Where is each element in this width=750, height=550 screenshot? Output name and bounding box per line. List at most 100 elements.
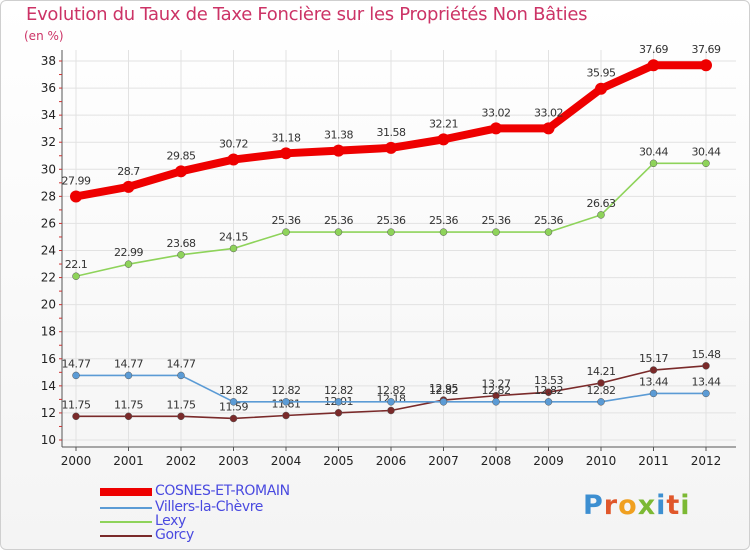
data-point <box>124 412 133 421</box>
data-label: 23.68 <box>167 237 196 250</box>
data-label: 30.72 <box>219 138 248 151</box>
data-point <box>282 398 290 406</box>
data-point <box>72 272 80 280</box>
logo-letter: i <box>656 490 667 521</box>
data-label: 11.75 <box>114 398 143 411</box>
data-point <box>702 159 710 168</box>
data-label: 11.75 <box>167 398 196 411</box>
data-point <box>387 406 395 415</box>
data-label: 13.44 <box>692 375 721 388</box>
legend-swatch <box>100 535 152 537</box>
data-point <box>124 260 133 268</box>
data-label: 37.69 <box>639 43 668 56</box>
data-point <box>229 414 238 423</box>
series-2: 22.1 22.99 23.68 24.15 25.36 25.36 25.36 25.36 2… <box>65 145 721 280</box>
data-label: 13.44 <box>639 375 668 388</box>
data-point <box>124 371 133 380</box>
data-point <box>439 228 448 236</box>
data-point <box>177 412 185 421</box>
data-point <box>70 190 82 203</box>
y-tick-label: 16 <box>41 352 56 366</box>
y-tick-label: 12 <box>41 406 56 420</box>
x-tick-label: 2003 <box>218 454 249 468</box>
x-tick-label: 2006 <box>376 454 407 468</box>
data-point <box>122 180 135 193</box>
y-tick-label: 38 <box>41 54 56 68</box>
data-point <box>72 371 80 380</box>
data-point <box>649 389 658 398</box>
data-point <box>490 122 502 135</box>
data-label: 15.48 <box>692 348 721 361</box>
data-label: 11.59 <box>219 400 248 413</box>
proxiti-logo: Proxiti <box>583 490 691 521</box>
chart-title: Evolution du Taux de Taxe Foncière sur l… <box>26 4 588 25</box>
series-1: 14.77 14.77 14.77 12.82 12.82 12.82 12.82 12.82… <box>62 357 721 406</box>
legend-item-villers: Villers-la-Chèvre <box>100 499 400 516</box>
data-point <box>229 398 238 406</box>
series-3: 11.7511.7511.7511.5911.8112.0112.1812.95… <box>62 348 721 423</box>
data-label: 28.7 <box>117 165 140 178</box>
data-label: 24.15 <box>219 230 248 243</box>
data-point <box>649 159 658 168</box>
data-label: 25.36 <box>272 214 301 227</box>
x-tick-label: 2000 <box>61 454 92 468</box>
data-point <box>437 133 450 146</box>
data-label: 37.69 <box>692 43 721 56</box>
logo-letter: i <box>680 490 691 521</box>
data-point <box>597 211 605 219</box>
x-tick-label: 2012 <box>691 454 722 468</box>
y-unit-label: (en %) <box>24 29 64 43</box>
data-label: 33.02 <box>482 106 511 119</box>
data-point <box>492 228 500 236</box>
data-point <box>387 398 395 406</box>
x-tick-label: 2010 <box>586 454 617 468</box>
data-label: 12.82 <box>272 384 301 397</box>
data-label: 11.75 <box>62 398 91 411</box>
data-point <box>544 388 553 396</box>
legend-swatch <box>100 521 152 523</box>
data-point <box>177 371 185 380</box>
data-point <box>492 398 500 406</box>
data-label: 14.77 <box>62 357 91 370</box>
y-tick-label: 18 <box>41 325 56 339</box>
data-point <box>597 379 605 387</box>
x-tick-label: 2004 <box>271 454 302 468</box>
x-tick-label: 2002 <box>166 454 197 468</box>
data-label: 12.95 <box>429 382 458 395</box>
data-point <box>647 59 660 72</box>
data-point <box>334 228 343 236</box>
data-label: 14.77 <box>167 357 196 370</box>
legend-swatch <box>100 488 152 496</box>
data-point <box>702 389 710 398</box>
x-tick-label: 2009 <box>533 454 564 468</box>
data-label: 25.36 <box>429 214 458 227</box>
data-label: 31.18 <box>272 131 301 144</box>
data-label: 12.82 <box>377 384 406 397</box>
logo-letter: r <box>603 490 619 521</box>
x-tick-label: 2011 <box>638 454 669 468</box>
data-label: 25.36 <box>482 214 511 227</box>
x-tick-label: 2005 <box>323 454 354 468</box>
y-tick-label: 24 <box>41 244 56 258</box>
data-point <box>542 122 555 135</box>
legend-label: COSNES-ET-ROMAIN <box>155 483 290 499</box>
y-tick-label: 28 <box>41 189 56 203</box>
y-tick-label: 36 <box>41 81 56 95</box>
data-point <box>175 165 187 178</box>
data-point <box>227 153 240 166</box>
logo-letter: o <box>618 490 638 521</box>
logo-letter: P <box>583 490 604 521</box>
data-point <box>700 59 712 72</box>
data-label: 35.95 <box>587 67 616 80</box>
data-point <box>177 251 185 259</box>
data-point <box>282 228 290 236</box>
data-label: 12.82 <box>534 384 563 397</box>
data-point <box>229 244 238 253</box>
data-label: 25.36 <box>324 214 353 227</box>
data-point <box>280 147 292 160</box>
data-label: 30.44 <box>639 145 668 158</box>
data-label: 31.58 <box>377 126 406 139</box>
y-tick-label: 34 <box>41 108 56 122</box>
